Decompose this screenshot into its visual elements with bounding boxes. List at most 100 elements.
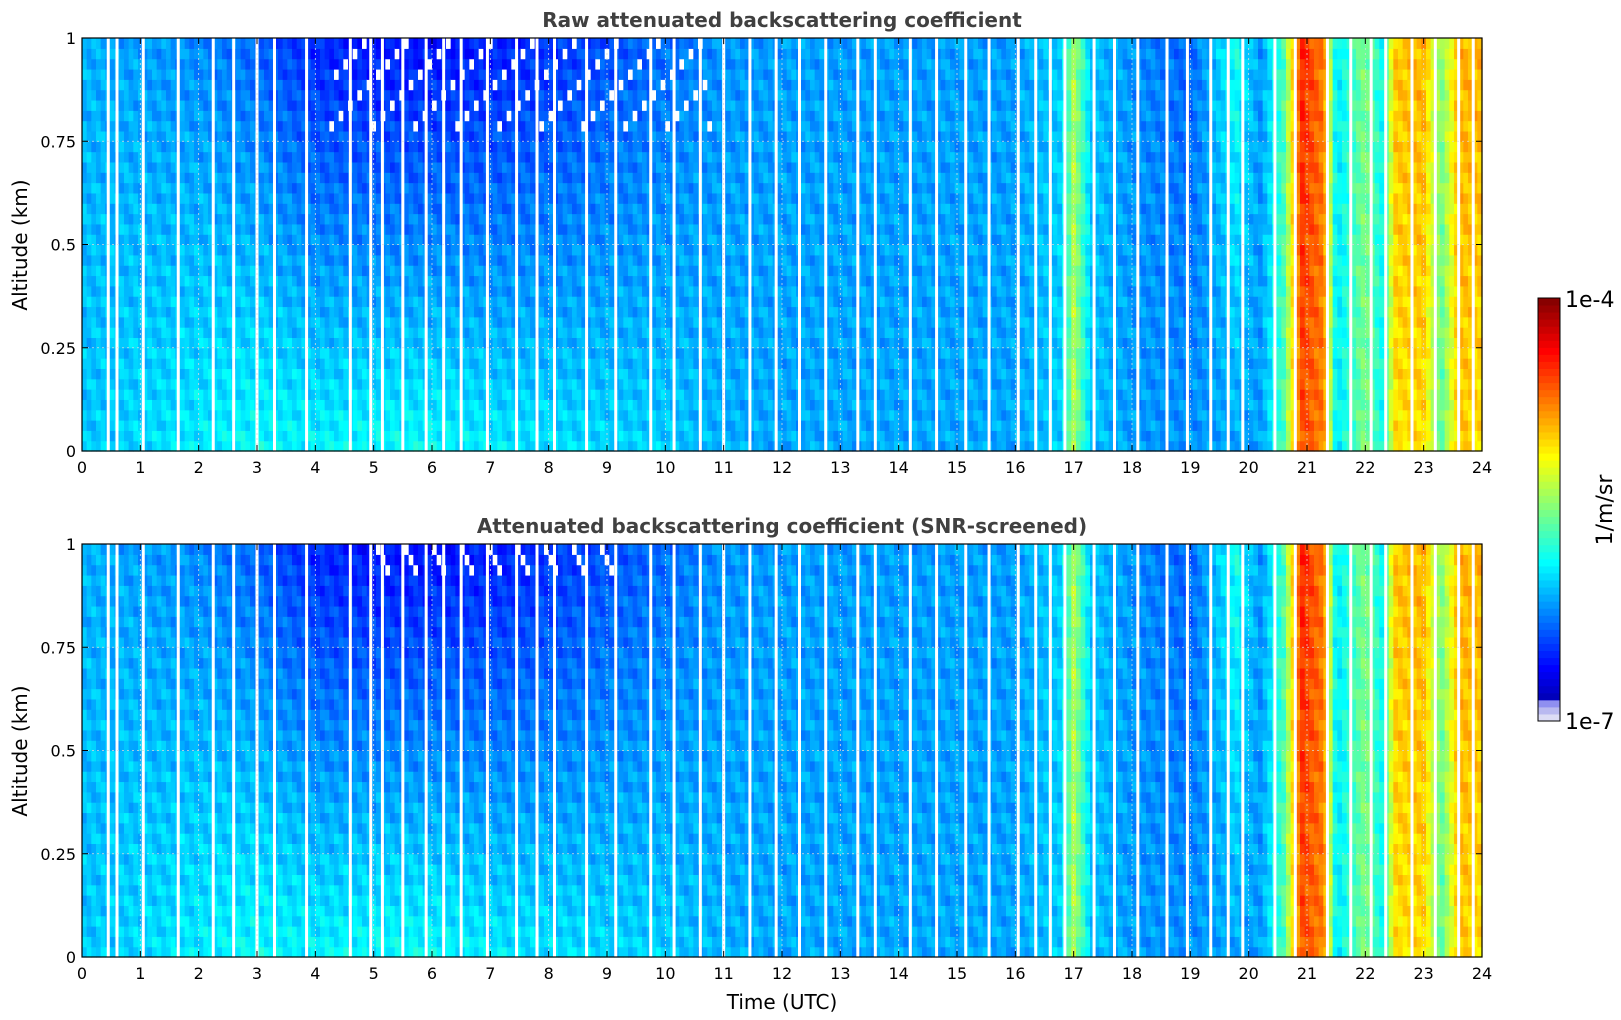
heatmap-cell	[343, 110, 348, 121]
heatmap-cell	[124, 193, 129, 204]
heatmap-cell	[236, 172, 241, 183]
heatmap-cell	[339, 327, 344, 338]
heatmap-cell	[161, 193, 166, 204]
heatmap-cell	[343, 172, 348, 183]
heatmap-cell	[203, 79, 208, 90]
heatmap-cell	[203, 69, 208, 80]
heatmap-cell	[283, 389, 288, 400]
heatmap-cell	[287, 234, 292, 245]
heatmap-cell	[259, 358, 264, 369]
heatmap-cell	[110, 59, 115, 70]
heatmap-cell	[91, 255, 96, 266]
heatmap-cell	[110, 430, 115, 441]
heatmap-cell	[189, 48, 194, 59]
heatmap-cell	[101, 317, 106, 328]
heatmap-cell	[283, 275, 288, 286]
heatmap-cell	[222, 410, 227, 421]
heatmap-cell	[297, 69, 302, 80]
heatmap-cell	[152, 214, 157, 225]
heatmap-cell	[96, 90, 101, 101]
heatmap-cell	[110, 389, 115, 400]
heatmap-cell	[180, 245, 185, 256]
heatmap-cell	[166, 100, 171, 111]
heatmap-cell	[129, 38, 134, 49]
heatmap-cell	[222, 265, 227, 276]
heatmap-cell	[315, 38, 320, 49]
heatmap-cell	[180, 379, 185, 390]
heatmap-cell	[147, 100, 152, 111]
heatmap-cell	[124, 183, 129, 194]
heatmap-cell	[110, 399, 115, 410]
heatmap-cell	[325, 59, 330, 70]
heatmap-cell	[180, 152, 185, 163]
heatmap-cell	[96, 141, 101, 152]
heatmap-cell	[329, 420, 334, 431]
heatmap-cell	[166, 38, 171, 49]
heatmap-cell	[357, 203, 362, 214]
heatmap-cell	[353, 389, 358, 400]
heatmap-cell	[217, 110, 222, 121]
heatmap-cell	[264, 59, 269, 70]
heatmap-cell	[222, 79, 227, 90]
heatmap-cell	[339, 38, 344, 49]
heatmap-cell	[334, 275, 339, 286]
heatmap-cell	[339, 368, 344, 379]
heatmap-cell	[185, 152, 190, 163]
heatmap-cell	[334, 368, 339, 379]
heatmap-cell	[292, 379, 297, 390]
heatmap-cell	[259, 245, 264, 256]
heatmap-cell	[161, 90, 166, 101]
heatmap-cell	[166, 255, 171, 266]
heatmap-cell	[343, 286, 348, 297]
heatmap-cell	[110, 224, 115, 235]
heatmap-cell	[283, 399, 288, 410]
heatmap-cell	[161, 255, 166, 266]
heatmap-cell	[87, 399, 92, 410]
heatmap-cell	[199, 152, 204, 163]
heatmap-cell	[101, 245, 106, 256]
heatmap-cell	[334, 245, 339, 256]
heatmap-cell	[87, 162, 92, 173]
heatmap-cell	[343, 275, 348, 286]
heatmap-cell	[334, 48, 339, 59]
heatmap-cell	[147, 141, 152, 152]
heatmap-cell	[157, 368, 162, 379]
heatmap-cell	[189, 399, 194, 410]
heatmap-cell	[157, 275, 162, 286]
heatmap-cell	[119, 255, 124, 266]
heatmap-cell	[283, 131, 288, 142]
heatmap-cell	[264, 337, 269, 348]
heatmap-cell	[292, 172, 297, 183]
heatmap-cell	[227, 203, 232, 214]
heatmap-cell	[199, 224, 204, 235]
heatmap-cell	[325, 193, 330, 204]
heatmap-cell	[357, 275, 362, 286]
heatmap-cell	[185, 327, 190, 338]
heatmap-cell	[147, 90, 152, 101]
heatmap-cell	[329, 317, 334, 328]
heatmap-cell	[357, 59, 362, 70]
heatmap-cell	[110, 131, 115, 142]
heatmap-cell	[250, 79, 255, 90]
heatmap-cell	[236, 337, 241, 348]
heatmap-cell	[283, 234, 288, 245]
heatmap-cell	[96, 152, 101, 163]
heatmap-cell	[362, 430, 367, 441]
heatmap-cell	[217, 172, 222, 183]
heatmap-cell	[203, 255, 208, 266]
heatmap-cell	[334, 234, 339, 245]
heatmap-cell	[241, 337, 246, 348]
heatmap-cell	[339, 79, 344, 90]
figure: Raw attenuated backscattering coefficien…	[0, 0, 1621, 1020]
heatmap-cell	[133, 69, 138, 80]
heatmap-cell	[250, 286, 255, 297]
heatmap-cell	[161, 214, 166, 225]
heatmap-cell	[353, 275, 358, 286]
heatmap-cell	[87, 141, 92, 152]
heatmap-cell	[227, 420, 232, 431]
heatmap-cell	[259, 441, 264, 452]
heatmap-cell	[110, 410, 115, 421]
heatmap-cell	[250, 430, 255, 441]
heatmap-cell	[250, 265, 255, 276]
heatmap-cell	[245, 317, 250, 328]
